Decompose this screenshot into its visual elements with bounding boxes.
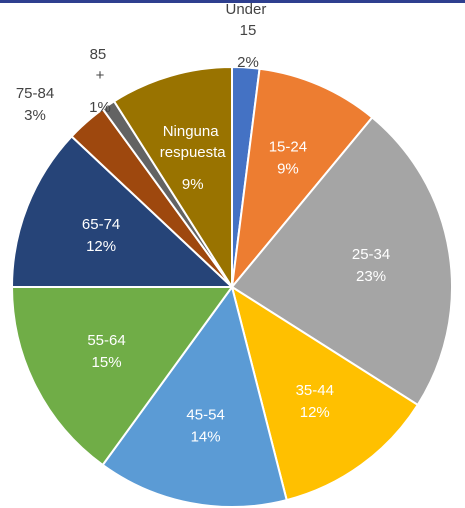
slice-label: 75-84 — [16, 85, 54, 102]
slice-label: 85 + — [90, 46, 111, 84]
pie-slice — [230, 284, 420, 502]
pie-slice — [10, 134, 235, 288]
slice-value-label: 1% — [89, 99, 111, 116]
slice-label: Under 15 — [225, 1, 270, 39]
pie-slice — [101, 284, 288, 508]
slice-label: Ninguna respuesta — [160, 123, 227, 161]
slice-value-label: 3% — [24, 107, 46, 124]
top-border — [0, 0, 465, 3]
slice-value-label: 23% — [356, 268, 386, 285]
slice-value-label: 15% — [92, 354, 122, 371]
pie-slice — [112, 65, 233, 291]
pie-slice — [230, 116, 453, 407]
slice-label: 25-34 — [352, 246, 390, 263]
slice-value-label: 14% — [191, 428, 221, 445]
slice-value-label: 9% — [277, 161, 299, 178]
pie-slice — [10, 286, 234, 467]
slice-label: 45-54 — [186, 406, 224, 423]
slice-label: 15-24 — [269, 139, 307, 156]
slice-value-label: 2% — [237, 54, 259, 71]
slice-label: 55-64 — [87, 332, 125, 349]
slice-label: 35-44 — [296, 382, 334, 399]
slice-label: 65-74 — [82, 216, 120, 233]
pie-slice — [230, 67, 374, 291]
slice-value-label: 9% — [182, 176, 204, 193]
slice-value-label: 12% — [300, 404, 330, 421]
slice-value-label: 12% — [86, 238, 116, 255]
